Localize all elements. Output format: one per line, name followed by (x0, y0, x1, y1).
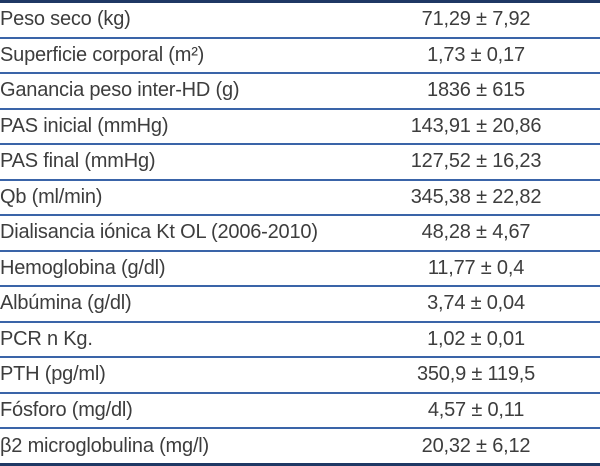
table-row: Superficie corporal (m²) 1,73 ± 0,17 (0, 37, 600, 75)
row-label: Superficie corporal (m²) (0, 37, 352, 75)
row-label: β2 microglobulina (mg/l) (0, 434, 209, 457)
row-value: 71,29 ± 7,92 (352, 1, 600, 39)
row-value: 4,57 ± 0,11 (352, 392, 600, 430)
table-row: PCR n Kg. 1,02 ± 0,01 (0, 321, 600, 359)
row-value: 11,77 ± 0,4 (352, 250, 600, 288)
row-value: 1836 ± 615 (352, 73, 600, 110)
table-row: Albúmina (g/dl) 3,74 ± 0,04 (0, 286, 600, 323)
table-row: Dialisancia iónica Kt OL (2006-2010) 48,… (0, 215, 600, 252)
row-label: Peso seco (kg) (0, 1, 352, 39)
row-value: 3,74 ± 0,04 (352, 286, 600, 323)
row-value: 143,91 ± 20,86 (352, 108, 600, 146)
row-label: Ganancia peso inter-HD (g) (0, 73, 352, 110)
row-value: 127,52 ± 16,23 (352, 144, 600, 181)
table-row: Ganancia peso inter-HD (g) 1836 ± 615 (0, 73, 600, 110)
row-label: Dialisancia iónica Kt OL (2006-2010) (0, 215, 352, 252)
row-label: Hemoglobina (g/dl) (0, 250, 352, 288)
table-row: Hemoglobina (g/dl) 11,77 ± 0,4 (0, 250, 600, 288)
table-row: β2 microglobulina (mg/l) 20,32 ± 6,12 (0, 428, 600, 464)
row-value: 345,38 ± 22,82 (352, 179, 600, 217)
row-value: 48,28 ± 4,67 (352, 215, 600, 252)
table-row: Fósforo (mg/dl) 4,57 ± 0,11 (0, 392, 600, 430)
table-row: PTH (pg/ml) 350,9 ± 119,5 (0, 357, 600, 394)
row-label: PCR n Kg. (0, 321, 352, 359)
row-value: 1,02 ± 0,01 (352, 321, 600, 359)
row-label: PAS inicial (mmHg) (0, 108, 352, 146)
table-row: Peso seco (kg) 71,29 ± 7,92 (0, 1, 600, 39)
row-value: 20,32 ± 6,12 (421, 434, 531, 457)
row-label: Qb (ml/min) (0, 179, 352, 217)
table-row: PAS inicial (mmHg) 143,91 ± 20,86 (0, 108, 600, 146)
row-value: 1,73 ± 0,17 (352, 37, 600, 75)
row-label: Fósforo (mg/dl) (0, 392, 352, 430)
row-label: PTH (pg/ml) (0, 357, 352, 394)
table-row: PAS final (mmHg) 127,52 ± 16,23 (0, 144, 600, 181)
row-value: 350,9 ± 119,5 (352, 357, 600, 394)
row-label: Albúmina (g/dl) (0, 286, 352, 323)
table-row: Qb (ml/min) 345,38 ± 22,82 (0, 179, 600, 217)
row-label: PAS final (mmHg) (0, 144, 352, 181)
